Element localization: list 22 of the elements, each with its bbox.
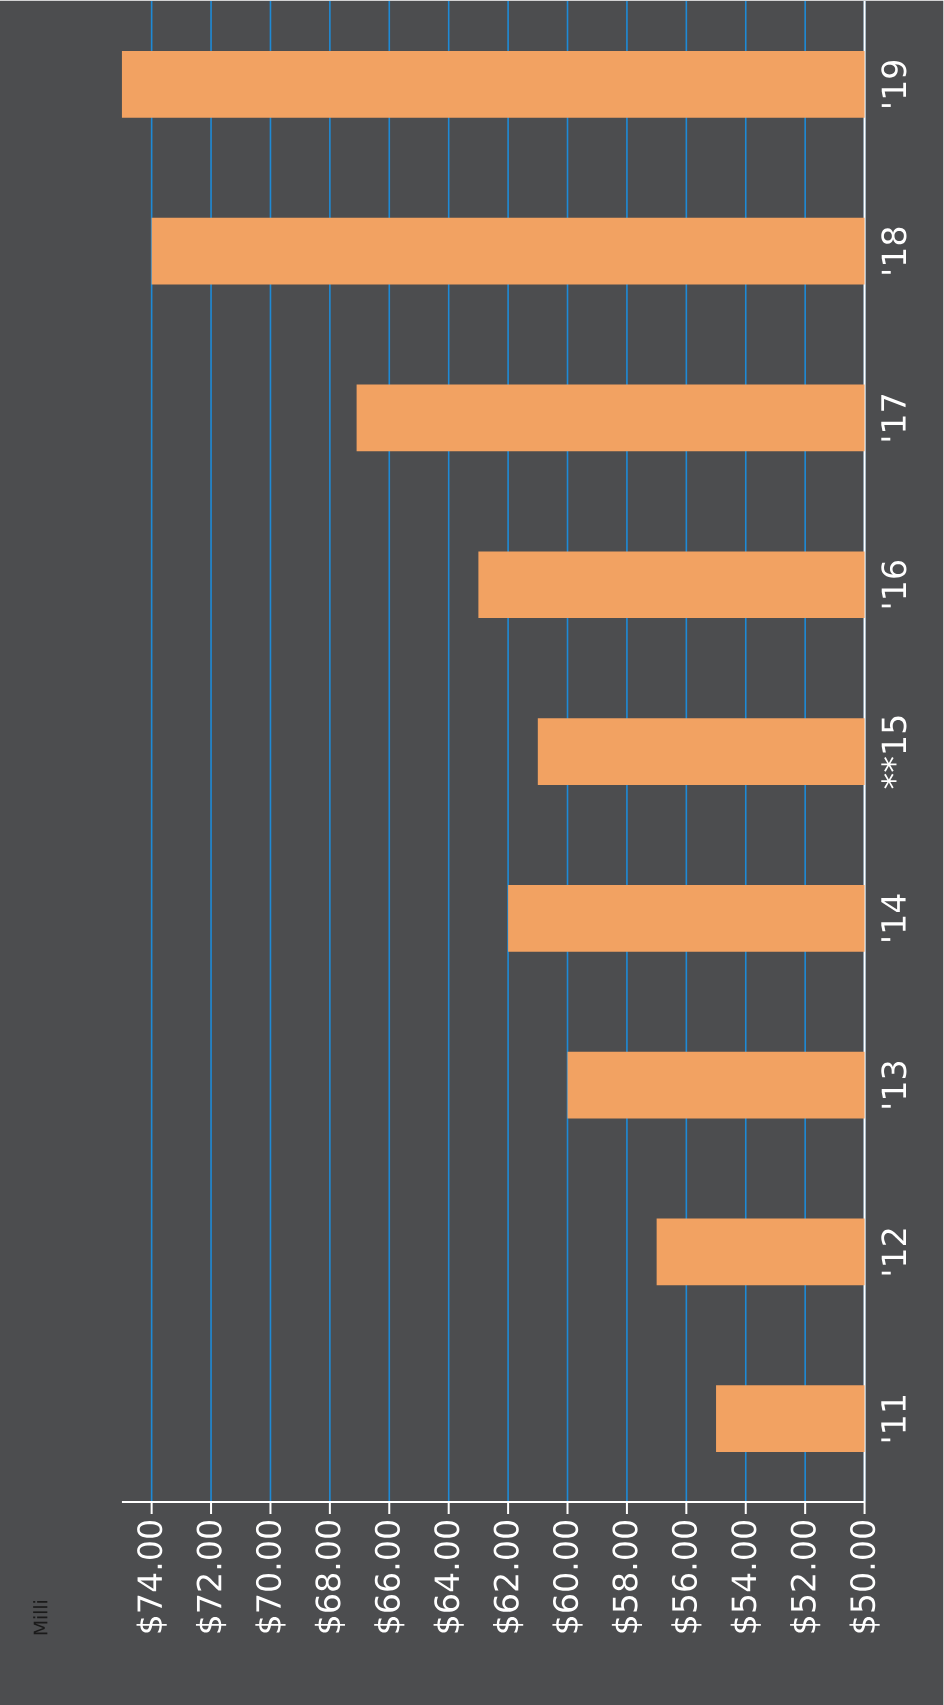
x-tick-label: $54.00 <box>730 1521 762 1633</box>
y-tick-label: '13 <box>881 1062 907 1108</box>
x-tick-label: $74.00 <box>136 1521 167 1633</box>
x-tick-label: $56.00 <box>671 1521 702 1633</box>
y-tick-label: '18 <box>881 227 907 274</box>
y-tick-label: '12 <box>881 1229 907 1275</box>
x-tick-label: $60.00 <box>552 1521 583 1633</box>
x-tick-label: $64.00 <box>433 1521 465 1633</box>
x-tick-label: $68.00 <box>315 1521 346 1633</box>
x-tick-label: $62.00 <box>493 1521 524 1633</box>
x-tick-label: $70.00 <box>255 1521 286 1633</box>
y-tick-label: '19 <box>881 60 907 107</box>
x-tick-label: $66.00 <box>374 1521 405 1633</box>
x-tick-label: $50.00 <box>849 1521 880 1633</box>
y-tick-label: '17 <box>881 395 906 441</box>
x-tick-label: $52.00 <box>790 1521 821 1633</box>
x-tick-label: $72.00 <box>196 1521 227 1633</box>
x-tick-label: $58.00 <box>612 1521 643 1633</box>
y-tick-label: '16 <box>881 561 907 608</box>
y-tick-label: '11 <box>881 1396 906 1442</box>
y-tick-label: '14 <box>881 894 906 941</box>
y-tick-label: **15 <box>881 716 907 789</box>
